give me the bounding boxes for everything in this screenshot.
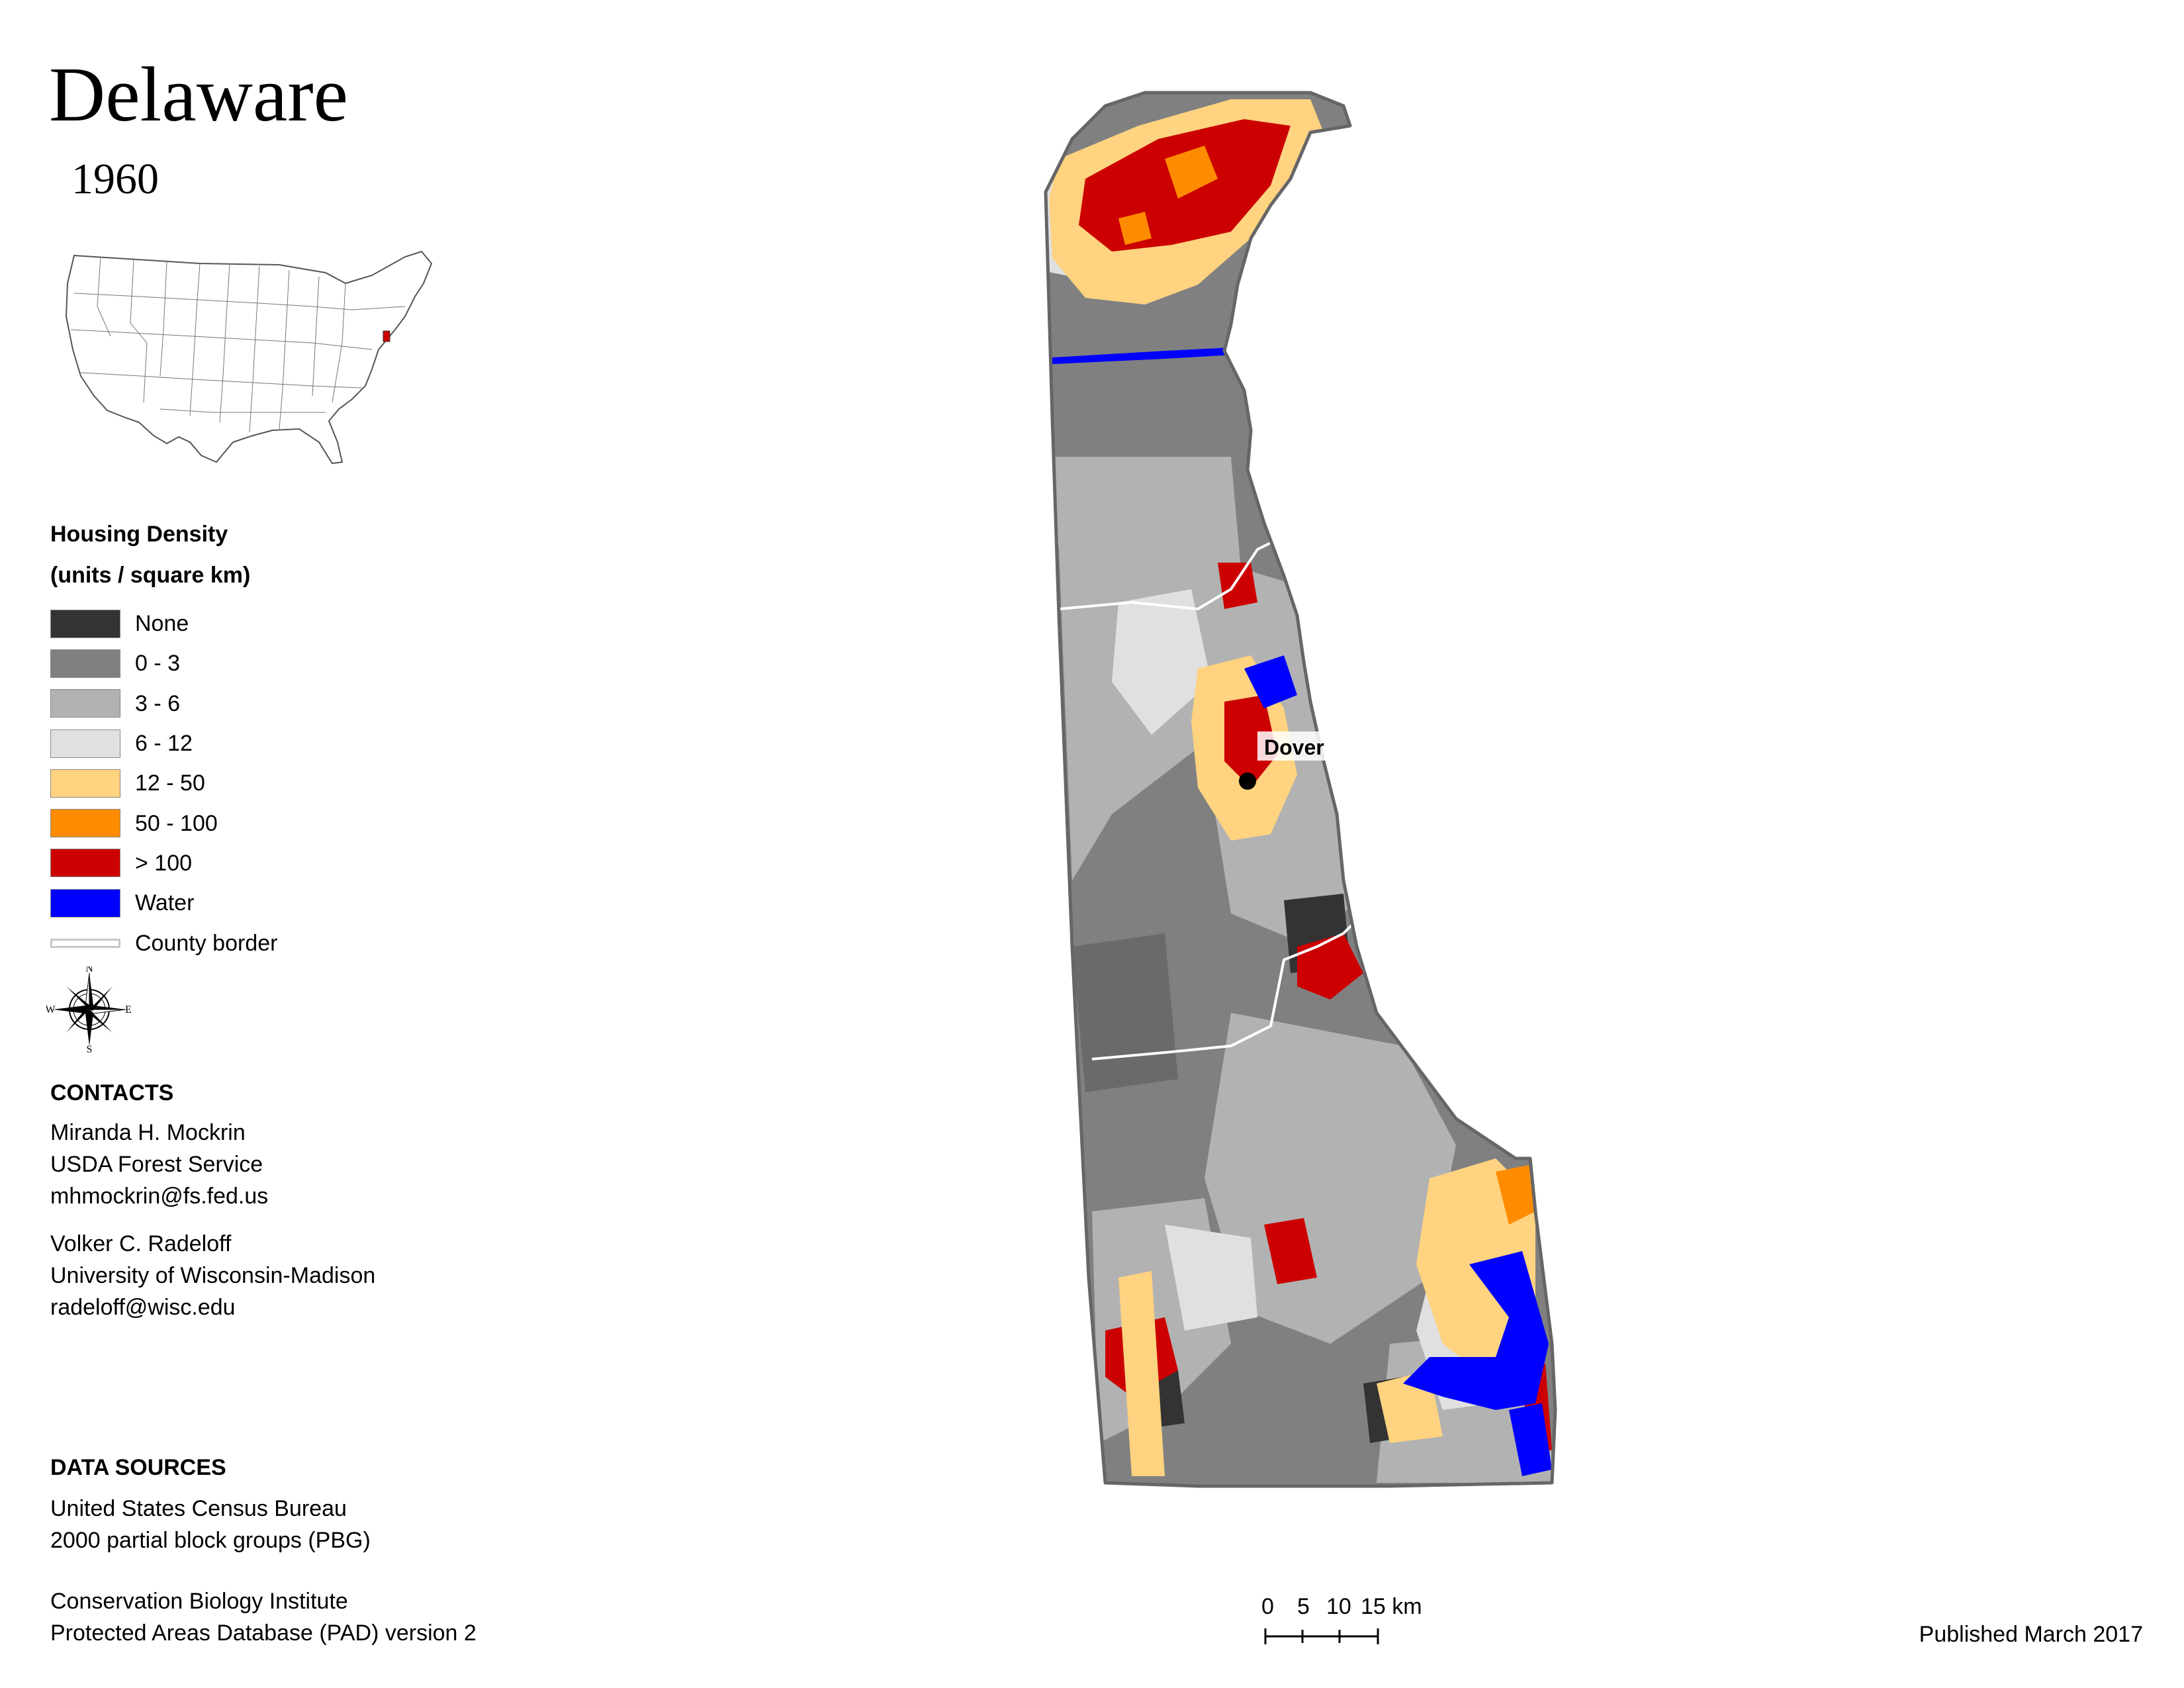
legend-label: None bbox=[135, 611, 189, 637]
contact-email[interactable]: radeloff@wisc.edu bbox=[50, 1295, 236, 1320]
legend-title: Housing Density bbox=[50, 522, 228, 547]
legend-swatch bbox=[50, 689, 120, 718]
legend-swatch bbox=[50, 649, 120, 678]
legend-label: 3 - 6 bbox=[135, 690, 181, 716]
legend-item-water: Water bbox=[50, 883, 277, 923]
us-outline bbox=[65, 250, 433, 465]
map-land bbox=[1046, 93, 1555, 1486]
contact-org: University of Wisconsin-Madison bbox=[50, 1263, 376, 1288]
legend-item-3-6: 3 - 6 bbox=[50, 684, 277, 724]
legend-swatch bbox=[50, 769, 120, 798]
legend-swatch bbox=[50, 729, 120, 758]
map-title: Delaware bbox=[49, 51, 349, 138]
legend-label: Water bbox=[135, 890, 195, 916]
scale-label: 15 km bbox=[1361, 1594, 1422, 1619]
legend-swatch bbox=[50, 609, 120, 638]
scale-bar bbox=[1264, 1628, 1379, 1644]
legend: None 0 - 3 3 - 6 6 - 12 12 - 50 50 - 100… bbox=[50, 604, 277, 963]
legend-item-county-border: County border bbox=[50, 923, 277, 962]
dover-label: Dover bbox=[1264, 735, 1324, 759]
compass-rose-icon: N S W E bbox=[46, 966, 132, 1053]
dover-marker bbox=[1239, 773, 1256, 790]
contacts-heading: CONTACTS bbox=[50, 1080, 174, 1105]
delaware-outline bbox=[1044, 91, 1557, 1488]
compass-s: S bbox=[87, 1044, 93, 1053]
legend-item-50-100: 50 - 100 bbox=[50, 803, 277, 843]
data-source-line: 2000 partial block groups (PBG) bbox=[50, 1528, 371, 1553]
scale-label: 10 bbox=[1326, 1594, 1351, 1619]
legend-label: > 100 bbox=[135, 850, 193, 876]
data-sources-heading: DATA SOURCES bbox=[50, 1455, 226, 1480]
legend-label: 12 - 50 bbox=[135, 771, 205, 796]
compass-n: N bbox=[85, 966, 93, 974]
legend-label: 6 - 12 bbox=[135, 731, 193, 757]
data-source-line: Conservation Biology Institute bbox=[50, 1589, 348, 1614]
legend-label: 50 - 100 bbox=[135, 810, 218, 836]
legend-swatch bbox=[50, 809, 120, 838]
legend-swatch bbox=[50, 849, 120, 878]
scale-label: 0 bbox=[1261, 1594, 1274, 1619]
scale-label: 5 bbox=[1297, 1594, 1310, 1619]
delaware-map: Dover bbox=[1044, 91, 1557, 1488]
contact-org: USDA Forest Service bbox=[50, 1152, 263, 1177]
map-year: 1960 bbox=[71, 155, 159, 203]
legend-item-0-3: 0 - 3 bbox=[50, 643, 277, 683]
legend-item-12-50: 12 - 50 bbox=[50, 763, 277, 803]
published-date: Published March 2017 bbox=[1919, 1622, 2143, 1647]
legend-label: County border bbox=[135, 930, 278, 956]
legend-swatch bbox=[50, 888, 120, 917]
legend-item-over-100: > 100 bbox=[50, 843, 277, 883]
contact-name: Volker C. Radeloff bbox=[50, 1231, 232, 1256]
compass-e: E bbox=[125, 1004, 132, 1015]
legend-label: 0 - 3 bbox=[135, 651, 181, 677]
delaware-highlight bbox=[383, 330, 390, 342]
legend-item-none: None bbox=[50, 604, 277, 643]
contact-email[interactable]: mhmockrin@fs.fed.us bbox=[50, 1184, 269, 1209]
us-locator-map bbox=[65, 250, 433, 465]
legend-border-swatch bbox=[50, 938, 120, 948]
compass-w: W bbox=[46, 1004, 56, 1015]
dover-label-box bbox=[1257, 731, 1336, 761]
legend-item-6-12: 6 - 12 bbox=[50, 724, 277, 763]
state-lines bbox=[70, 256, 406, 433]
legend-units: (units / square km) bbox=[50, 563, 251, 588]
contact-name: Miranda H. Mockrin bbox=[50, 1120, 246, 1145]
data-source-line: United States Census Bureau bbox=[50, 1496, 347, 1521]
data-source-line: Protected Areas Database (PAD) version 2 bbox=[50, 1620, 477, 1646]
